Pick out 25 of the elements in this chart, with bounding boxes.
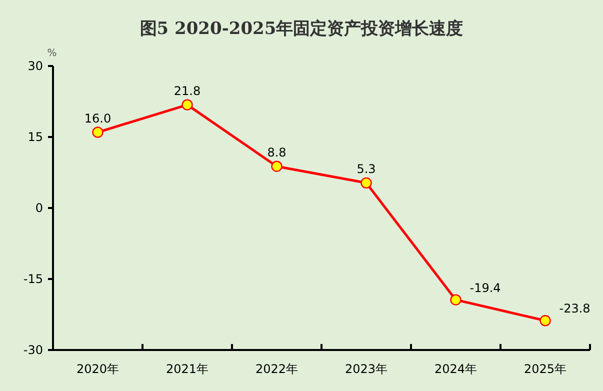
point: [360, 177, 372, 189]
y-tick-label: -30: [23, 343, 43, 357]
chart-title: 图5 2020-2025年固定资产投资增长速度: [140, 19, 464, 39]
data-label: 16.0: [84, 111, 112, 126]
x-tick-label: 2021年: [166, 362, 209, 376]
point: [540, 315, 551, 326]
x-tick-label: 2020年: [76, 362, 120, 376]
y-tick-label: 15: [28, 130, 43, 144]
x-tick-label: 2022年: [255, 362, 298, 376]
point: [182, 99, 193, 110]
data-label: 8.8: [267, 145, 286, 160]
y-tick-label: 30: [28, 59, 43, 73]
point: [271, 160, 282, 172]
point: [92, 126, 104, 138]
data-label: -19.4: [470, 280, 501, 295]
data-label: 5.3: [356, 162, 376, 176]
data-label: 21.8: [174, 84, 201, 98]
y-tick-label: -15: [23, 272, 43, 286]
y-tick-label: 0: [35, 201, 43, 215]
y-axis-title: %: [47, 48, 57, 59]
x-tick-label: 2023年: [344, 362, 388, 376]
x-tick-label: 2024年: [434, 362, 478, 376]
data-label: -23.8: [559, 302, 590, 316]
x-tick-label: 2025年: [524, 362, 567, 376]
point: [450, 294, 462, 306]
